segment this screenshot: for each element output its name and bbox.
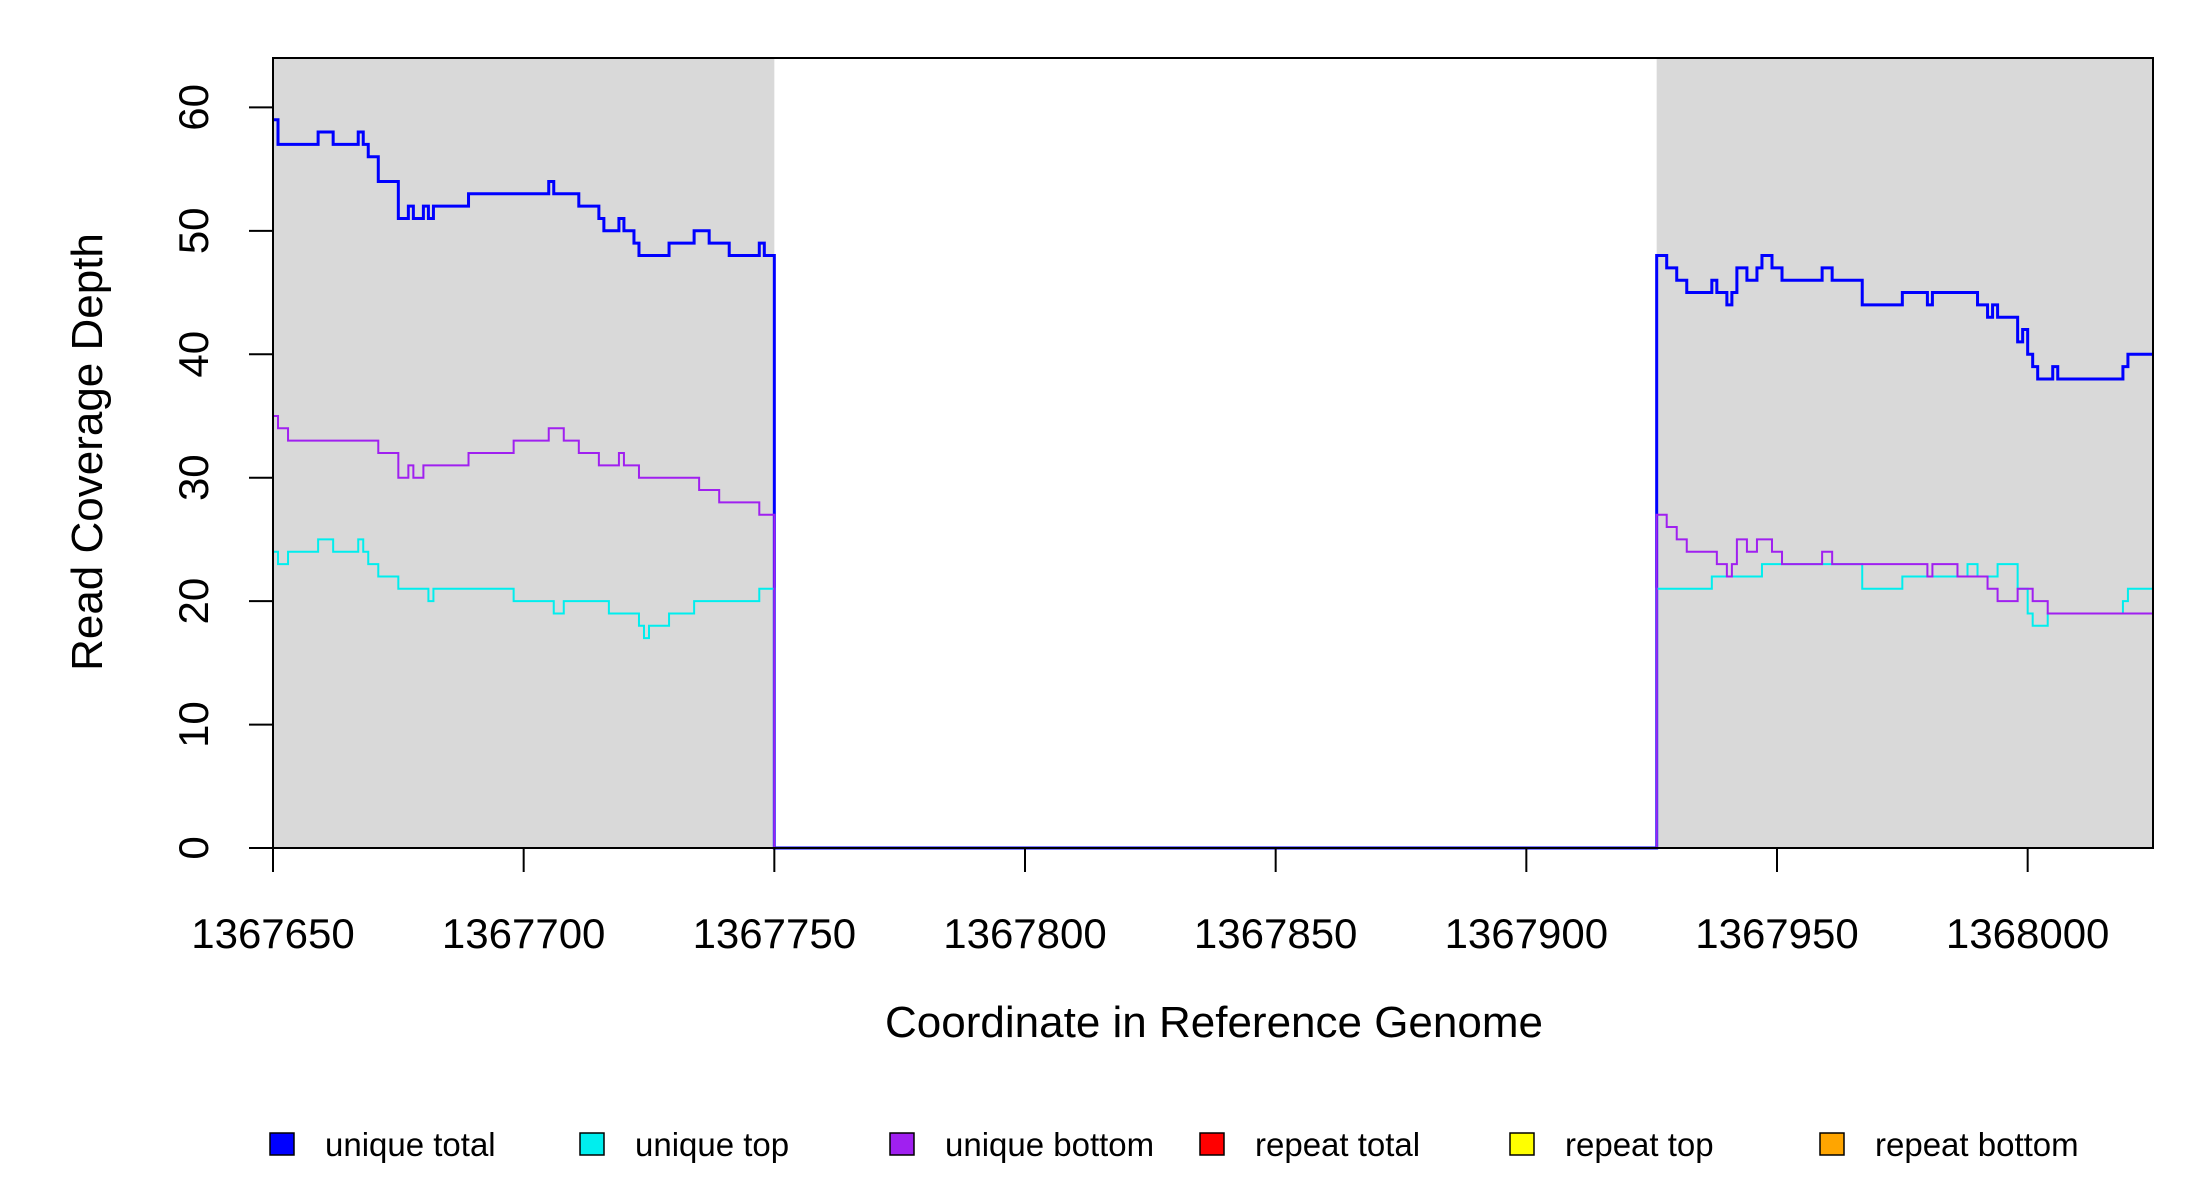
y-tick-label: 20 xyxy=(170,578,217,625)
legend-swatch xyxy=(1819,1132,1845,1156)
y-tick-label: 0 xyxy=(170,836,217,859)
shaded-regions xyxy=(273,58,2153,848)
y-axis: 0 10 20 30 40 50 60 xyxy=(170,84,274,860)
series-line-unique-total xyxy=(273,118,2153,850)
y-tick-label: 10 xyxy=(170,701,217,748)
legend-label: repeat top xyxy=(1565,1126,1714,1163)
series-line-unique-top xyxy=(273,538,2153,849)
x-axis-title: Coordinate in Reference Genome xyxy=(885,998,1543,1047)
legend-label: repeat bottom xyxy=(1875,1126,2079,1163)
legend-swatch xyxy=(1509,1132,1535,1156)
series-line-unique-bottom xyxy=(273,414,2153,849)
y-axis-title: Read Coverage Depth xyxy=(63,233,112,671)
x-tick-label: 1367900 xyxy=(1445,910,1609,957)
x-axis: 1367650 1367700 1367750 1367800 1367850 13679… xyxy=(191,847,2110,957)
y-tick-label: 50 xyxy=(170,207,217,254)
legend-swatch xyxy=(1199,1132,1225,1156)
legend-label: unique bottom xyxy=(945,1126,1154,1163)
legend-swatch xyxy=(889,1132,915,1156)
x-tick-label: 1367850 xyxy=(1194,910,1358,957)
legend-label: repeat total xyxy=(1255,1126,1420,1163)
y-tick-label: 30 xyxy=(170,454,217,501)
shaded-region xyxy=(1656,58,2153,848)
x-tick-label: 1367950 xyxy=(1695,910,1859,957)
x-tick-label: 1368000 xyxy=(1946,910,2110,957)
legend-label: unique total xyxy=(325,1126,496,1163)
x-tick-label: 1367750 xyxy=(693,910,857,957)
legend: unique total unique top unique bottom repea… xyxy=(269,1126,2079,1163)
x-tick-label: 1367800 xyxy=(943,910,1107,957)
x-tick-label: 1367700 xyxy=(442,910,606,957)
legend-swatch xyxy=(579,1132,605,1156)
x-tick-label: 1367650 xyxy=(191,910,355,957)
legend-swatch xyxy=(269,1132,295,1156)
legend-label: unique top xyxy=(635,1126,789,1163)
y-tick-label: 40 xyxy=(170,331,217,378)
y-tick-label: 60 xyxy=(170,84,217,131)
shaded-region xyxy=(273,58,775,848)
